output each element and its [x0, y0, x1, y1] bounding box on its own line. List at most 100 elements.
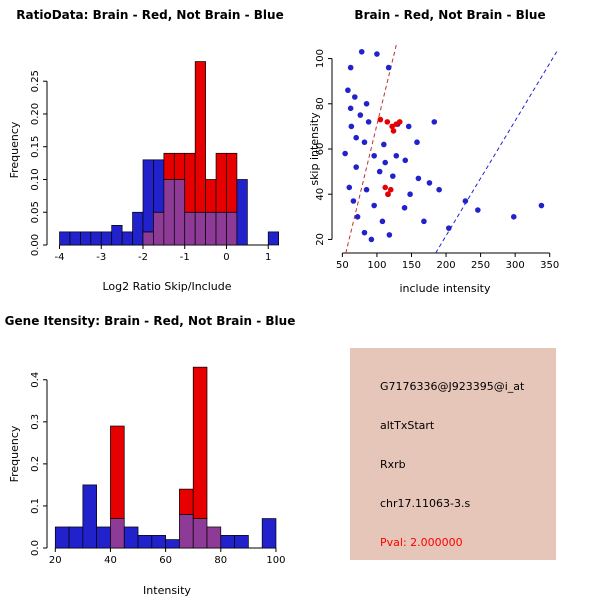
ratio-histogram-plot: -4 -3 -2 -1 0 1 0.00 0.05 0.10 0.15 0.20 0.25 [30, 61, 280, 263]
scatter-point [352, 94, 358, 100]
tick-label: -3 [96, 252, 106, 263]
scatter-point [363, 100, 370, 107]
scatter-point [446, 225, 452, 231]
hist-bar [121, 231, 133, 246]
scatter-point [407, 191, 413, 198]
scatter-point [402, 157, 409, 164]
scatter-point [350, 198, 357, 204]
scatter-point [348, 123, 355, 130]
tick-label: 40 [104, 555, 117, 566]
tick-label: 20 [315, 233, 326, 246]
scatter-point [405, 123, 412, 130]
hist-bar [153, 159, 165, 213]
scatter-point [371, 152, 377, 159]
scatter-point [354, 214, 361, 220]
scatter-point [385, 64, 392, 71]
scatter-point [426, 180, 433, 186]
scatter-point [363, 186, 370, 193]
scatter-title: Brain - Red, Not Brain - Blue [354, 8, 546, 22]
hist-bar [96, 526, 111, 549]
gene-histogram-plot: 20 40 60 80 100 0.0 0.1 0.2 0.3 0.4 [30, 366, 286, 566]
tick-label: 0.1 [30, 498, 41, 514]
tick-label: 0.4 [30, 372, 41, 388]
tick-label: 0 [223, 252, 229, 263]
hist-bar [184, 211, 196, 246]
scatter-point [361, 139, 368, 146]
scatter-point [390, 128, 397, 134]
scatter-point [342, 150, 348, 157]
event-type: altTxStart [380, 419, 435, 432]
hist-bar [68, 526, 84, 549]
hist-bar [173, 179, 186, 246]
scatter-point [374, 51, 380, 57]
tick-label: 0.10 [30, 168, 41, 190]
tick-label: 40 [315, 188, 326, 201]
hist-bar [220, 535, 235, 549]
hist-bar [82, 484, 98, 549]
scatter-point [347, 64, 354, 71]
gene-histogram-title: Gene Itensity: Brain - Red, Not Brain - … [4, 314, 296, 328]
hist-bar [192, 518, 208, 549]
hist-bar [215, 152, 227, 213]
scatter-point [462, 198, 469, 204]
scatter-point [358, 48, 365, 55]
hist-bar [163, 179, 175, 246]
tick-label: 100 [315, 49, 326, 68]
scatter-point [385, 191, 391, 198]
scatter-point [510, 214, 517, 220]
notbrain-fit-line [435, 49, 559, 254]
scatter-point [384, 119, 391, 125]
hist-bar [179, 488, 194, 515]
tick-label: 0.0 [30, 540, 41, 556]
tick-label: 150 [402, 260, 421, 271]
hist-bar [142, 231, 154, 246]
scatter-point [368, 236, 375, 243]
tick-label: 20 [49, 555, 62, 566]
tick-label: 80 [315, 97, 326, 110]
tick-label: 0.20 [30, 103, 41, 125]
hist-bar [267, 231, 280, 246]
tick-label: 250 [471, 260, 490, 271]
hist-bar [137, 535, 153, 549]
scatter-point [345, 87, 351, 94]
tick-label: 0.00 [30, 234, 41, 256]
tick-label: 100 [367, 260, 386, 271]
hist-bar [59, 231, 71, 246]
hist-bar [54, 526, 70, 549]
ratio-histogram-title: RatioData: Brain - Red, Not Brain - Blue [16, 8, 284, 22]
hist-bar [110, 518, 125, 549]
hist-bar [261, 518, 277, 549]
scatter-point [436, 186, 442, 193]
tick-label: -1 [180, 252, 190, 263]
tick-label: -2 [138, 252, 148, 263]
scatter-point [382, 159, 389, 166]
tick-label: 100 [266, 555, 285, 566]
scatter-point [431, 119, 438, 125]
probe-id: G7176336@J923395@i_at [380, 380, 525, 393]
tick-label: 60 [315, 143, 326, 156]
scatter-point [386, 232, 393, 238]
tick-label: 0.05 [30, 201, 41, 223]
chromosome-location: chr17.11063-3.s [380, 497, 471, 510]
scatter-point [538, 202, 545, 209]
hist-bar [123, 526, 139, 549]
scatter-point [393, 152, 400, 159]
hist-bar [100, 231, 113, 246]
gene-symbol: Rxrb [380, 458, 406, 471]
scatter-point [421, 218, 427, 225]
ratio-x-axis-label: Log2 Ratio Skip/Include [102, 280, 232, 293]
tick-label: 200 [436, 260, 455, 271]
hist-bar [179, 514, 194, 549]
pval-text: Pval: 2.000000 [380, 536, 463, 549]
hist-bar [194, 61, 206, 213]
tick-label: 1 [265, 252, 271, 263]
scatter-point [390, 173, 396, 179]
tick-label: 0.2 [30, 456, 41, 472]
scatter-point [475, 207, 481, 213]
gene-info-box: G7176336@J923395@i_at altTxStart Rxrb ch… [350, 348, 556, 560]
hist-bar [226, 152, 238, 213]
hist-bar [80, 231, 92, 246]
tick-label: -4 [55, 252, 65, 263]
hist-bar [69, 231, 81, 246]
